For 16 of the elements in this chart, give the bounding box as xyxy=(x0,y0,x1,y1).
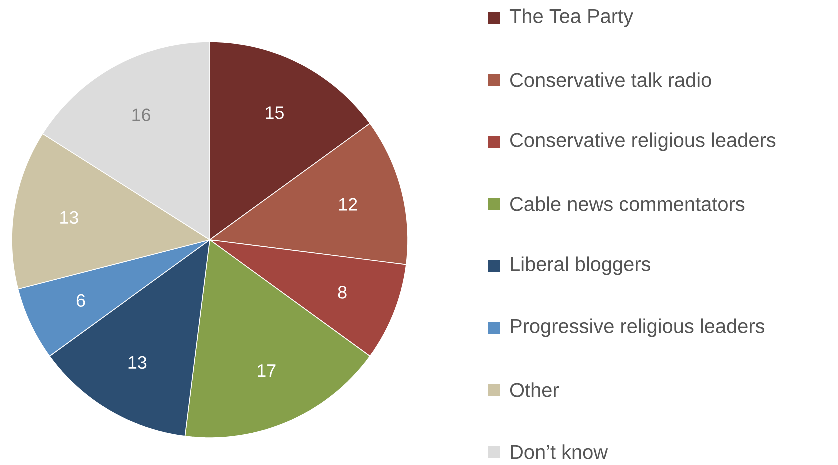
data-label: 16 xyxy=(132,108,151,122)
data-label: 12 xyxy=(339,198,358,211)
legend-label: Progressive religious leaders xyxy=(511,318,765,338)
legend-label: Other xyxy=(510,382,560,398)
data-label: 15 xyxy=(266,106,284,120)
legend-label: Liberal bloggers xyxy=(511,256,651,276)
data-label: 13 xyxy=(128,356,147,370)
legend-label: Conservative religious leaders xyxy=(510,132,776,152)
legend-label: The Tea Party xyxy=(510,8,634,28)
data-label: 13 xyxy=(60,211,78,224)
legend-label: Conservative talk radio xyxy=(510,72,712,88)
data-label: 17 xyxy=(258,364,276,378)
data-label: 6 xyxy=(76,294,86,308)
data-label: 8 xyxy=(338,286,347,299)
legend-label: Don’t know xyxy=(511,444,608,460)
legend-label: Cable news commentators xyxy=(510,196,745,212)
